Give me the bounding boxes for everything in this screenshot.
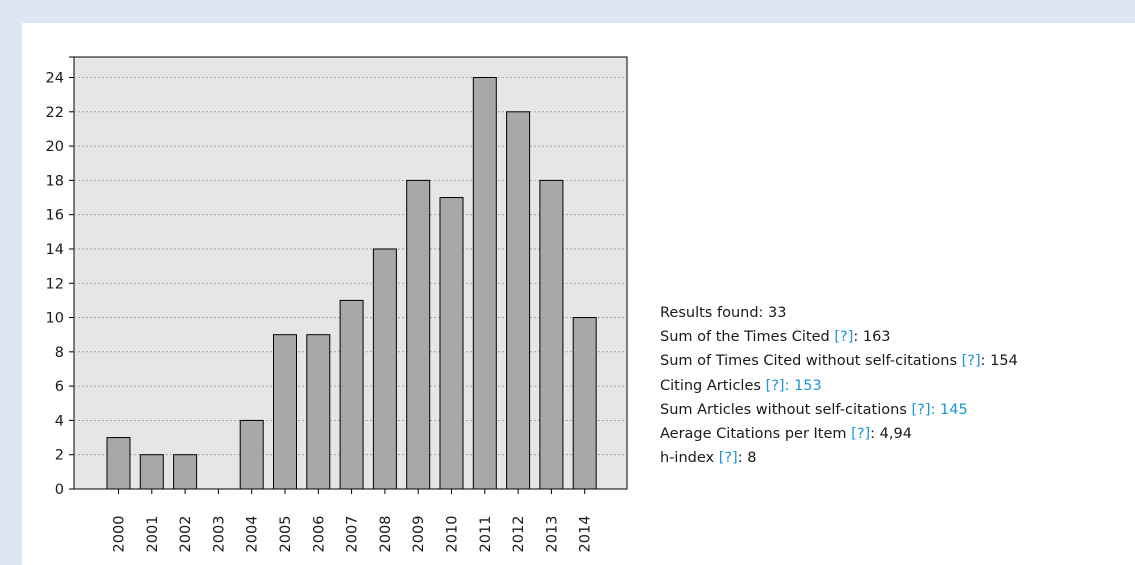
y-tick-label: 24 xyxy=(46,71,64,87)
bar-2008 xyxy=(372,248,397,490)
bar-2013 xyxy=(539,179,564,490)
y-tick-label: 2 xyxy=(55,448,64,464)
bar-2014 xyxy=(572,317,597,490)
bar-2001 xyxy=(139,454,164,490)
without-self-value: : 154 xyxy=(980,353,1018,370)
x-tick-label: 2007 xyxy=(345,516,361,553)
without-self-help-link[interactable]: [?] xyxy=(961,353,981,370)
bar-2004 xyxy=(239,419,264,490)
y-tick-label: 8 xyxy=(55,345,64,361)
y-tick-label: 0 xyxy=(55,482,64,498)
h-index-value: : 8 xyxy=(737,450,757,467)
times-cited-value: : 163 xyxy=(853,329,891,346)
h-index-row: h-index [?]: 8 xyxy=(660,446,1018,470)
results-panel: 0 2 4 6 8 10 12 14 16 18 20 22 24 2000 2001 2002 2003 200… xyxy=(22,23,1135,565)
y-tick-label: 6 xyxy=(55,379,64,395)
times-cited-help-link[interactable]: [?] xyxy=(834,329,854,346)
bar-2007 xyxy=(339,299,364,490)
bar-2010 xyxy=(439,197,464,490)
y-tick-label: 14 xyxy=(46,242,64,258)
x-tick-label: 2013 xyxy=(544,516,560,553)
y-tick-label: 22 xyxy=(46,105,64,121)
average-citations-row: Aerage Citations per Item [?]: 4,94 xyxy=(660,422,1018,446)
bar-2002 xyxy=(173,454,198,490)
times-cited-label: Sum of the Times Cited xyxy=(660,329,835,346)
times-cited-row: Sum of the Times Cited [?]: 163 xyxy=(660,325,1018,349)
bar-2012 xyxy=(506,111,531,490)
citing-articles-link[interactable]: [?]: 153 xyxy=(765,377,822,394)
x-tick-label: 2012 xyxy=(511,516,527,553)
bar-2006 xyxy=(306,334,331,490)
bar-2009 xyxy=(406,179,431,490)
average-citations-value: : 4,94 xyxy=(870,426,912,443)
x-tick-label: 2008 xyxy=(378,516,394,553)
bar-2011 xyxy=(472,77,497,490)
citing-articles-row: Citing Articles [?]: 153 xyxy=(660,374,1018,398)
y-tick-label: 10 xyxy=(46,311,64,327)
x-tick-label: 2006 xyxy=(311,516,327,553)
articles-without-self-row: Sum Articles without self-citations [?]:… xyxy=(660,398,1018,422)
y-tick-label: 4 xyxy=(55,413,64,429)
results-found: Results found: 33 xyxy=(660,305,787,321)
x-tick-label: 2001 xyxy=(145,516,161,553)
citation-stats: Results found: 33 Sum of the Times Cited… xyxy=(660,301,1018,470)
x-tick-label: 2002 xyxy=(178,516,194,553)
x-tick-label: 2010 xyxy=(445,516,461,553)
x-tick-label: 2004 xyxy=(245,516,261,553)
x-tick-label: 2014 xyxy=(578,516,594,553)
y-tick-label: 12 xyxy=(46,276,64,292)
without-self-label: Sum of Times Cited without self-citation… xyxy=(660,353,962,370)
y-tick-label: 18 xyxy=(46,173,64,189)
without-self-row: Sum of Times Cited without self-citation… xyxy=(660,349,1018,373)
h-index-label: h-index xyxy=(660,450,719,467)
y-tick-label: 16 xyxy=(46,208,64,224)
h-index-help-link[interactable]: [?] xyxy=(718,450,738,467)
articles-without-self-link[interactable]: [?]: 145 xyxy=(911,401,968,418)
bar-2000 xyxy=(106,437,131,490)
average-citations-label: Aerage Citations per Item xyxy=(660,426,852,443)
x-tick-label: 2003 xyxy=(211,516,227,553)
x-tick-label: 2000 xyxy=(112,516,128,553)
x-tick-label: 2011 xyxy=(478,516,494,553)
x-tick-label: 2009 xyxy=(411,516,427,553)
average-citations-help-link[interactable]: [?] xyxy=(851,426,871,443)
y-tick-label: 20 xyxy=(46,139,64,155)
bar-2005 xyxy=(273,334,297,490)
articles-without-self-label: Sum Articles without self-citations xyxy=(660,401,912,418)
citing-articles-label: Citing Articles xyxy=(660,377,766,394)
x-tick-label: 2005 xyxy=(278,516,294,553)
